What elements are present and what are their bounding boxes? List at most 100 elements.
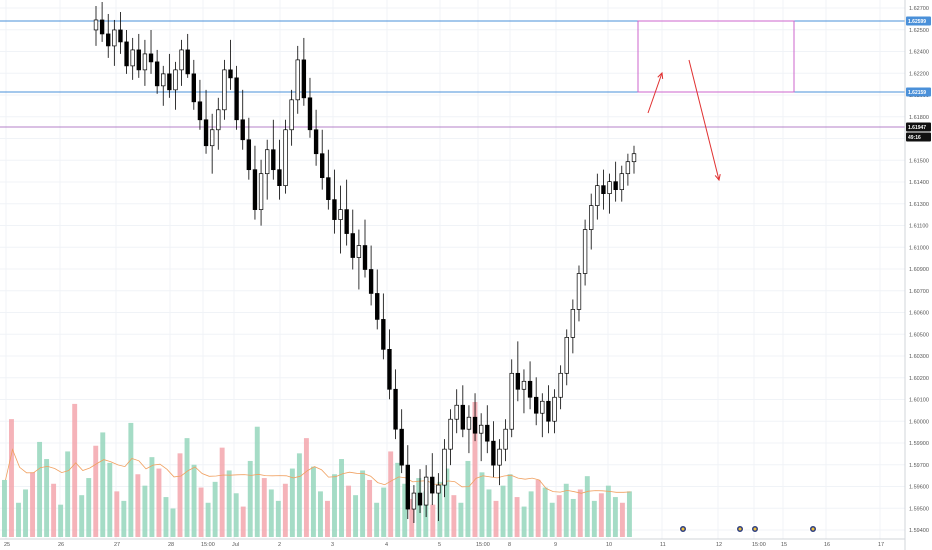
candle-body <box>93 19 99 31</box>
volume-bar <box>37 441 43 537</box>
volume-bar <box>360 470 366 537</box>
y-tick-label: 1.59500 <box>909 506 929 512</box>
volume-bar <box>205 502 211 537</box>
volume-bar <box>374 502 380 537</box>
target-box <box>637 20 795 93</box>
volume-bar <box>402 483 408 537</box>
time-axis: 25 26 27 28 15:00 Jul 2 3 4 5 15:00 8 9 10 11 12 15:00 15… <box>0 538 905 548</box>
candle-body <box>558 372 563 398</box>
volume-bar <box>451 495 457 537</box>
volume-bar <box>184 438 190 537</box>
candle-body <box>283 129 288 187</box>
volume-bar <box>72 403 78 537</box>
x-tick-label: Jul <box>232 542 239 548</box>
volume-bar <box>268 489 274 537</box>
candle-body <box>362 245 368 270</box>
volume-bars <box>2 402 632 537</box>
volume-bar <box>282 483 288 537</box>
candle-body <box>240 119 245 141</box>
x-tick-label: 15:00 <box>752 542 766 548</box>
event-flag-dot <box>753 527 757 531</box>
candle-body <box>185 49 190 75</box>
candle-body <box>527 380 533 398</box>
price-tags: 1.62599 1.62159 1.61947 49:16 <box>906 16 931 142</box>
volume-bar <box>605 485 611 537</box>
candle-body <box>271 149 276 171</box>
candle-body <box>393 388 398 430</box>
countdown-tag: 49:16 <box>908 135 921 141</box>
candle-body <box>246 139 252 171</box>
candle-body <box>295 59 300 101</box>
x-tick-label: 4 <box>385 542 388 548</box>
volume-bar <box>535 479 541 537</box>
candle-body <box>228 69 233 79</box>
candlesticks <box>93 1 637 524</box>
y-tick-label: 1.60300 <box>909 354 929 360</box>
candle-body <box>375 293 380 320</box>
price-axis: 1.627001.625001.624001.622001.620001.618… <box>904 0 929 550</box>
volume-bar <box>2 479 7 537</box>
x-tick-label: 5 <box>438 542 441 548</box>
volume-bar <box>212 481 218 537</box>
candle-body <box>485 424 490 442</box>
volume-bar <box>528 491 534 537</box>
volume-bar <box>409 498 415 537</box>
volume-ma-line <box>5 448 631 494</box>
volume-bar <box>191 464 197 537</box>
candle-body <box>197 101 203 121</box>
candle-body <box>112 29 117 47</box>
volume-bar <box>198 487 204 537</box>
candle-body <box>106 33 111 47</box>
y-tick-label: 1.61400 <box>909 180 929 186</box>
volume-bar <box>219 447 225 537</box>
candle-body <box>625 161 631 175</box>
candle-body <box>307 97 313 131</box>
candle-body <box>326 177 331 200</box>
volume-bar <box>93 445 99 537</box>
annotations <box>637 20 795 182</box>
candle-body <box>509 372 514 430</box>
arrow-down-shaft <box>688 59 720 181</box>
y-tick-label: 1.61300 <box>909 202 929 208</box>
x-tick-label: 2 <box>278 542 281 548</box>
volume-bar <box>30 472 36 537</box>
x-tick-label: 8 <box>508 542 511 548</box>
candle-body <box>631 153 637 163</box>
candle-body <box>595 185 600 206</box>
candle-body <box>417 492 423 506</box>
volume-bar <box>353 495 359 537</box>
volume-bar <box>577 489 583 537</box>
volume-bar <box>275 500 281 537</box>
volume-bar <box>465 460 471 537</box>
current-price-tag-bg <box>906 122 931 132</box>
candle-body <box>521 380 527 390</box>
volume-bar <box>58 504 64 537</box>
volume-bar <box>332 474 337 537</box>
horizontal-lines <box>0 20 905 128</box>
candle-body <box>148 53 154 63</box>
candle-body <box>411 492 417 510</box>
candle-body <box>124 41 129 67</box>
y-tick-label: 1.62200 <box>909 71 929 77</box>
volume-bar <box>514 497 520 537</box>
y-tick-label: 1.61100 <box>909 224 928 230</box>
candle-body <box>161 73 166 87</box>
candle-body <box>540 400 545 414</box>
volume-bar <box>156 468 162 537</box>
candle-body <box>338 209 343 220</box>
volume-bar <box>163 497 169 537</box>
x-tick-label: 11 <box>660 542 666 548</box>
lower-line-price-tag: 1.62159 <box>908 90 926 96</box>
upper-line-price-tag-bg <box>906 16 931 26</box>
countdown-tag-bg <box>906 132 931 142</box>
volume-bar <box>346 485 352 537</box>
volume-bar <box>149 457 155 537</box>
candle-body <box>320 153 325 179</box>
candle-body <box>546 400 551 422</box>
volume-bar <box>79 495 85 537</box>
volume-bar <box>86 478 92 537</box>
volume-bar <box>416 478 422 537</box>
candle-body <box>607 181 612 194</box>
candle-body <box>167 73 172 91</box>
